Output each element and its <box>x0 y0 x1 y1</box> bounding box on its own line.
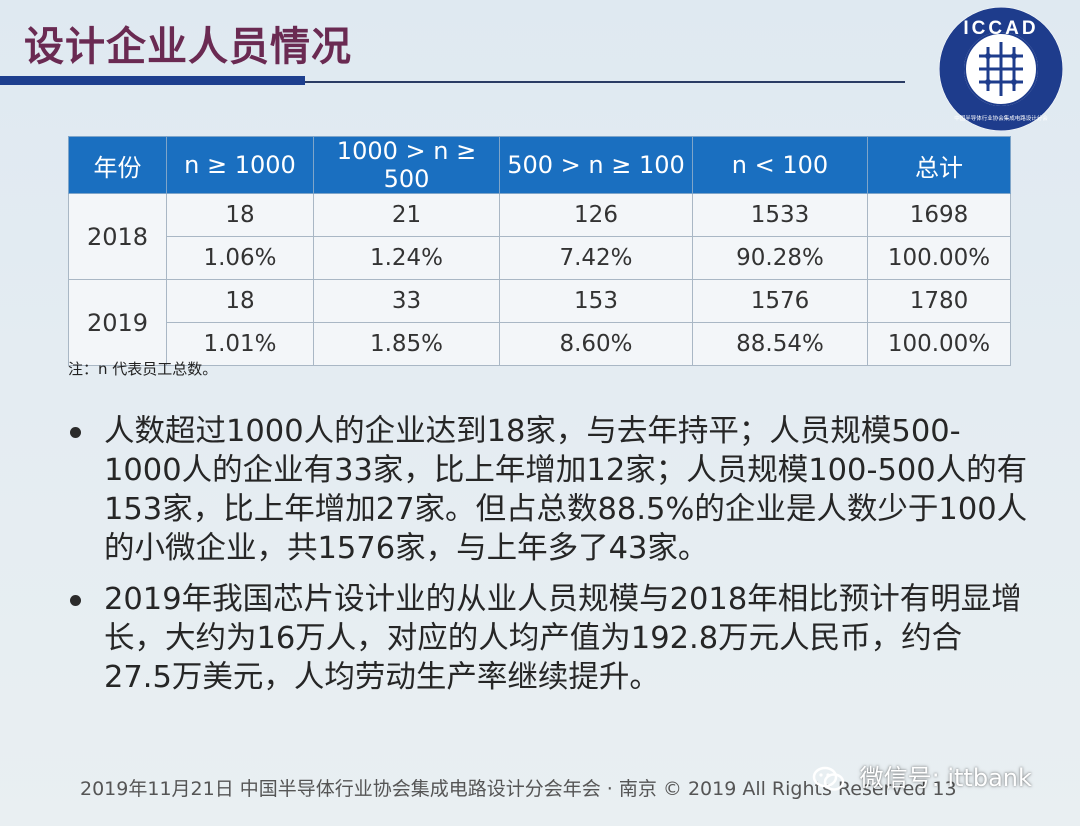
bullet-item: 2019年我国芯片设计业的从业人员规模与2018年相比预计有明显增长，大约为16… <box>68 580 1028 697</box>
bullet-dot-icon <box>70 427 81 438</box>
logo-text: ICCAD <box>963 18 1038 39</box>
slide-title: 设计企业人员情况 <box>24 24 352 70</box>
year-cell: 2018 <box>68 193 167 280</box>
count-cell: 1698 <box>867 193 1011 237</box>
table-header-row: 年份 n ≥ 1000 1000 > n ≥ 500 500 > n ≥ 100… <box>68 136 1011 194</box>
percent-cell: 90.28% <box>692 236 868 280</box>
bullet-list: 人数超过1000人的企业达到18家，与去年持平；人员规模500-1000人的企业… <box>68 412 1028 709</box>
bullet-dot-icon <box>70 595 81 606</box>
title-rule-thin <box>305 81 905 83</box>
table-note: 注：n 代表员工总数。 <box>68 360 218 378</box>
table-row: 2019 18 33 153 1576 1780 <box>68 279 1011 366</box>
staff-size-table: 年份 n ≥ 1000 1000 > n ≥ 500 500 > n ≥ 100… <box>68 136 1011 366</box>
count-cell: 1533 <box>692 193 868 237</box>
year-cell: 2019 <box>68 279 167 366</box>
count-cell: 18 <box>166 193 314 237</box>
header-500-100: 500 > n ≥ 100 <box>499 136 693 194</box>
percent-cell: 88.54% <box>692 322 868 366</box>
table-row: 2018 18 21 126 1533 1698 <box>68 193 1011 280</box>
count-cell: 18 <box>166 279 314 323</box>
wechat-watermark: 微信号: ittbank <box>812 758 1032 793</box>
count-cell: 21 <box>313 193 500 237</box>
header-total: 总计 <box>867 136 1011 194</box>
percent-cell: 100.00% <box>867 322 1011 366</box>
percent-cell: 1.06% <box>166 236 314 280</box>
title-rule-thick <box>0 76 305 85</box>
percent-cell: 1.85% <box>313 322 500 366</box>
percent-cell: 1.24% <box>313 236 500 280</box>
count-cell: 153 <box>499 279 693 323</box>
percent-cell: 100.00% <box>867 236 1011 280</box>
wechat-icon <box>812 766 845 791</box>
header-year: 年份 <box>68 136 167 194</box>
watermark-text: 微信号: ittbank <box>859 764 1032 792</box>
count-cell: 33 <box>313 279 500 323</box>
logo-ring-text: 中国半导体行业协会集成电路设计分会 <box>954 114 1048 122</box>
header-n-ge-1000: n ≥ 1000 <box>166 136 314 194</box>
iccad-logo-icon: ICCAD 中国半导体行业协会集成电路设计分会 <box>939 7 1063 131</box>
percent-cell: 7.42% <box>499 236 693 280</box>
table-row: 1.06% 1.24% 7.42% 90.28% 100.00% <box>69 236 1011 280</box>
slide-footer: 2019年11月21日 中国半导体行业协会集成电路设计分会年会 · 南京 © 2… <box>80 778 957 800</box>
header-1000-500: 1000 > n ≥ 500 <box>313 136 500 194</box>
count-cell: 126 <box>499 193 693 237</box>
percent-cell: 8.60% <box>499 322 693 366</box>
table-row: 1.01% 1.85% 8.60% 88.54% 100.00% <box>69 322 1011 366</box>
bullet-text: 2019年我国芯片设计业的从业人员规模与2018年相比预计有明显增长，大约为16… <box>104 582 1022 695</box>
header-n-lt-100: n < 100 <box>692 136 868 194</box>
bullet-item: 人数超过1000人的企业达到18家，与去年持平；人员规模500-1000人的企业… <box>68 412 1028 568</box>
count-cell: 1780 <box>867 279 1011 323</box>
count-cell: 1576 <box>692 279 868 323</box>
bullet-text: 人数超过1000人的企业达到18家，与去年持平；人员规模500-1000人的企业… <box>104 414 1028 566</box>
